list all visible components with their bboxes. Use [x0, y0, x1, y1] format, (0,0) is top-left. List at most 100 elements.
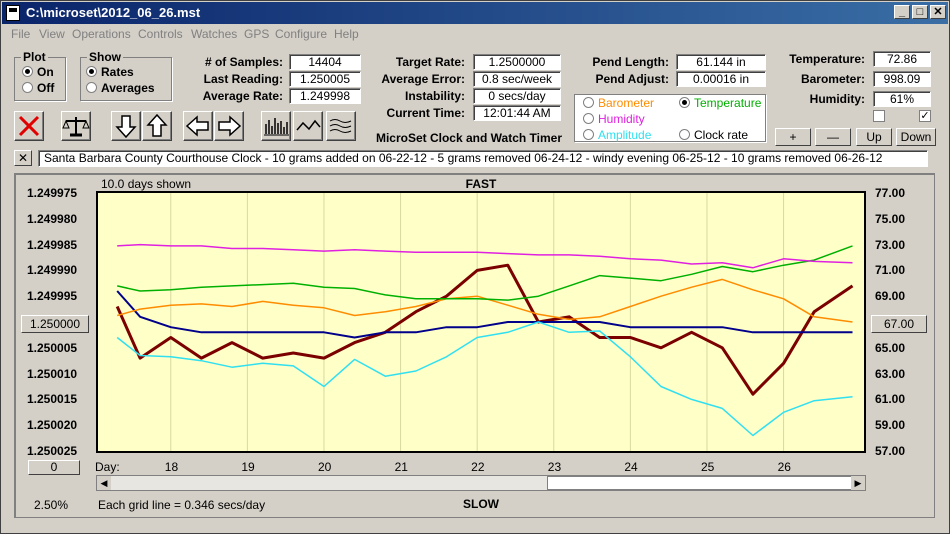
- x-axis-tick: 18: [164, 460, 179, 474]
- arrow-right-button[interactable]: [214, 111, 244, 141]
- x-axis-tick: 21: [394, 460, 408, 474]
- current-time-label: Current Time:: [386, 106, 465, 120]
- menu-gps[interactable]: GPS: [244, 27, 270, 41]
- show-group-title: Show: [87, 50, 123, 64]
- balance-button[interactable]: [61, 111, 91, 141]
- right-axis-tick: 61.00: [875, 392, 906, 407]
- plus-button[interactable]: +: [775, 128, 811, 146]
- plot-group-title: Plot: [21, 50, 48, 64]
- offset-button[interactable]: 0: [28, 460, 80, 475]
- scroll-left-icon[interactable]: ◀: [97, 476, 111, 490]
- scroll-thumb[interactable]: [547, 476, 852, 490]
- checkbox-left[interactable]: [873, 110, 885, 122]
- arrow-down-button[interactable]: [111, 111, 141, 141]
- radio-empty-icon: [86, 82, 97, 93]
- chart-panel: [14, 173, 935, 518]
- last-reading-field: 1.250005: [289, 71, 361, 87]
- barometer-field: 998.09: [873, 71, 931, 87]
- radio-empty-icon: [22, 82, 33, 93]
- right-axis-tick: 75.00: [875, 211, 906, 226]
- radio-empty-icon: [583, 97, 594, 108]
- menu-operations[interactable]: Operations: [72, 27, 131, 41]
- show-averages-radio[interactable]: Averages: [86, 81, 155, 95]
- x-axis-tick: 19: [241, 460, 255, 474]
- x-axis-tick: 22: [471, 460, 485, 474]
- x-axis-tick: 25: [700, 460, 715, 474]
- plot-off-radio[interactable]: Off: [22, 81, 54, 95]
- series-line-average: [116, 290, 853, 339]
- sensor-clockrate-radio[interactable]: Clock rate: [679, 128, 748, 142]
- sensor-barometer-label: Barometer: [598, 96, 655, 110]
- slow-label: SLOW: [463, 497, 499, 511]
- time-scrollbar[interactable]: ◀ ▶: [96, 475, 866, 491]
- chart-svg: [115, 193, 854, 451]
- left-axis-tick: 1.250010: [27, 366, 78, 381]
- up-button[interactable]: Up: [856, 128, 892, 146]
- chart-plot-area[interactable]: [96, 191, 866, 453]
- sensor-clockrate-label: Clock rate: [694, 128, 749, 142]
- minus-button[interactable]: —: [815, 128, 851, 146]
- wave-lines-icon: [329, 119, 352, 133]
- title-bar[interactable]: C:\microset\2012_06_26.mst _ □ ✕: [2, 2, 948, 24]
- sensor-humidity-radio[interactable]: Humidity: [583, 112, 645, 126]
- sensor-center-button[interactable]: 67.00: [871, 315, 927, 333]
- menu-configure[interactable]: Configure: [275, 27, 328, 41]
- left-axis-tick: 1.250020: [27, 418, 78, 433]
- line-graph-button[interactable]: [293, 111, 323, 141]
- x-axis-tick: 20: [317, 460, 332, 474]
- grid-note-label: Each grid line = 0.346 secs/day: [98, 498, 266, 512]
- notes-field[interactable]: Santa Barbara County Courthouse Clock - …: [38, 150, 928, 167]
- plot-on-label: On: [37, 65, 54, 79]
- series-line-humidity: [117, 243, 853, 269]
- histogram-button[interactable]: [261, 111, 291, 141]
- target-rate-field[interactable]: 1.2500000: [473, 54, 561, 70]
- menu-file[interactable]: File: [11, 27, 31, 41]
- sensor-amplitude-radio[interactable]: Amplitude: [583, 128, 651, 142]
- arrow-up-button[interactable]: [142, 111, 172, 141]
- checkbox-right[interactable]: ✓: [919, 110, 931, 122]
- arrow-left-icon: [185, 115, 209, 137]
- current-time-field: 12:01:44 AM: [473, 105, 561, 121]
- show-rates-radio[interactable]: Rates: [86, 65, 134, 79]
- histogram-icon: [264, 118, 289, 136]
- clear-notes-button[interactable]: ✕: [14, 150, 32, 166]
- day-axis-label: Day:: [95, 460, 120, 474]
- menu-watches[interactable]: Watches: [191, 27, 238, 41]
- temperature-field: 72.86: [873, 51, 931, 67]
- plot-off-label: Off: [37, 81, 55, 95]
- plot-on-radio[interactable]: On: [22, 65, 54, 79]
- menu-view[interactable]: View: [39, 27, 65, 41]
- radio-empty-icon: [583, 129, 594, 140]
- show-rates-label: Rates: [101, 65, 134, 79]
- temperature-label: Temperature:: [789, 52, 865, 66]
- show-group: Show: [80, 50, 172, 101]
- rate-center-button[interactable]: 1.250000: [21, 315, 89, 333]
- radio-selected-icon: [86, 66, 97, 77]
- scroll-right-icon[interactable]: ▶: [851, 476, 865, 490]
- stop-button[interactable]: [14, 111, 44, 141]
- x-axis-tick: 24: [624, 460, 638, 474]
- multi-line-button[interactable]: [326, 111, 356, 141]
- window-title: C:\microset\2012_06_26.mst: [26, 5, 201, 20]
- menu-controls[interactable]: Controls: [138, 27, 183, 41]
- days-shown-label: 10.0 days shown: [101, 177, 192, 191]
- right-axis-tick: 63.00: [875, 366, 906, 381]
- radio-empty-icon: [583, 113, 594, 124]
- sensor-humidity-label: Humidity: [598, 112, 645, 126]
- arrow-down-icon: [115, 115, 137, 139]
- pend-length-field[interactable]: 61.144 in: [676, 54, 766, 70]
- close-window-button[interactable]: ✕: [930, 5, 946, 19]
- app-icon[interactable]: [6, 5, 20, 21]
- down-button[interactable]: Down: [896, 128, 936, 146]
- maximize-button[interactable]: □: [912, 5, 928, 19]
- menu-help[interactable]: Help: [334, 27, 359, 41]
- arrow-left-button[interactable]: [183, 111, 213, 141]
- sensor-barometer-radio[interactable]: Barometer: [583, 96, 654, 110]
- show-averages-label: Averages: [101, 81, 155, 95]
- series-line-rate: [115, 263, 854, 396]
- minimize-button[interactable]: _: [894, 5, 910, 19]
- sensor-temperature-radio[interactable]: Temperature: [679, 96, 761, 110]
- pend-adjust-label: Pend Adjust:: [595, 72, 669, 86]
- right-axis-tick: 59.00: [875, 418, 906, 433]
